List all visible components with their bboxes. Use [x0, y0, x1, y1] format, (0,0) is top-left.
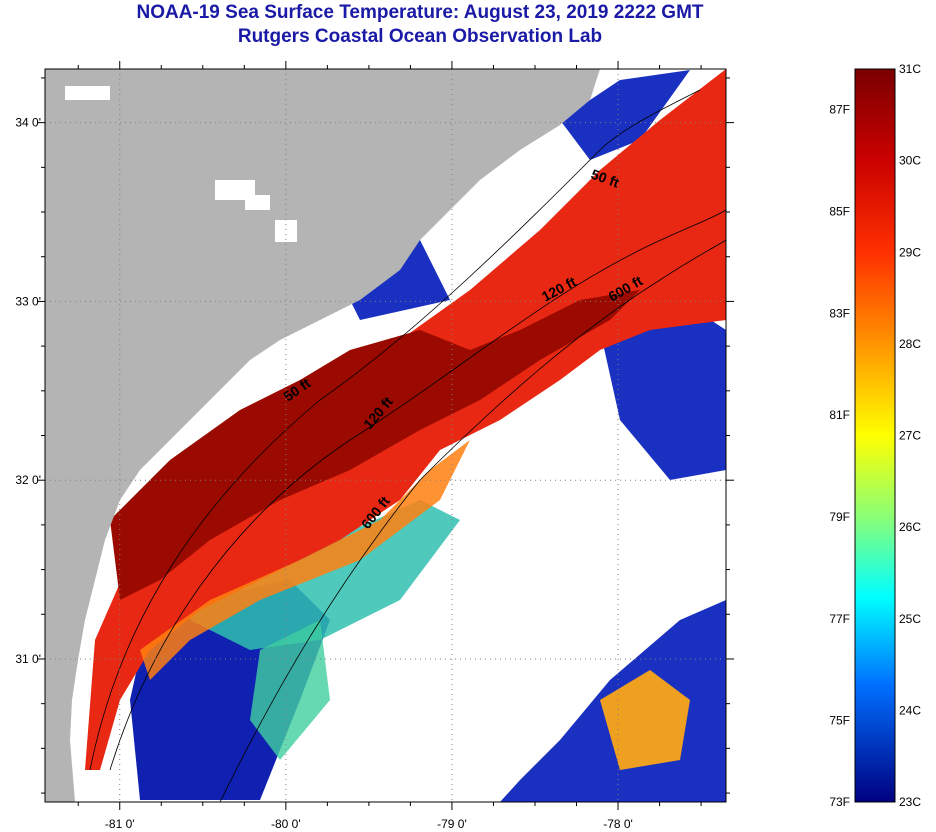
fahrenheit-label: 73F	[829, 795, 850, 809]
map-subtitle: Rutgers Coastal Ocean Observation Lab	[237, 26, 603, 47]
fahrenheit-label: 81F	[829, 408, 850, 422]
celsius-label: 29C	[899, 245, 921, 259]
colorbar	[854, 68, 896, 803]
celsius-label: 25C	[899, 612, 921, 626]
land	[45, 69, 600, 802]
lat-tick-label: 34 0'	[15, 116, 41, 130]
lon-tick-label: -81 0'	[105, 817, 135, 831]
fahrenheit-label: 83F	[829, 306, 850, 320]
celsius-label: 24C	[899, 703, 921, 717]
celsius-label: 31C	[899, 62, 921, 76]
lon-tick-label: -78 0'	[603, 817, 633, 831]
axis-ticks	[37, 61, 734, 810]
celsius-label: 27C	[899, 429, 921, 443]
lat-tick-label: 31 0'	[15, 652, 41, 666]
map-title: NOAA-19 Sea Surface Temperature: August …	[136, 2, 704, 23]
orange-fringe	[140, 440, 470, 680]
graticule	[45, 69, 726, 802]
lon-tick-label: -80 0'	[271, 817, 301, 831]
celsius-label: 30C	[899, 154, 921, 168]
colorbar-labels: 87F 85F 83F 81F 79F 77F 75F 73F 31C 30C 29C 28C 27C 2…	[829, 62, 921, 809]
fahrenheit-label: 77F	[829, 612, 850, 626]
lat-tick-label: 32 0'	[15, 473, 41, 487]
lat-tick-label: 33 0'	[15, 294, 41, 308]
celsius-label: 23C	[899, 795, 921, 809]
celsius-label: 26C	[899, 520, 921, 534]
bathymetry-contours	[89, 89, 726, 802]
warm-core	[110, 290, 640, 600]
fahrenheit-label: 79F	[829, 510, 850, 524]
lon-tick-label: -79 0'	[437, 817, 467, 831]
fahrenheit-label: 87F	[829, 103, 850, 117]
fahrenheit-label: 85F	[829, 205, 850, 219]
axis-tick-labels: 34 0' 33 0' 32 0' 31 0' -81 0' -80 0' -79 0' -7…	[15, 116, 633, 831]
fahrenheit-label: 75F	[829, 714, 850, 728]
cloud-patches	[65, 86, 297, 242]
celsius-label: 28C	[899, 337, 921, 351]
